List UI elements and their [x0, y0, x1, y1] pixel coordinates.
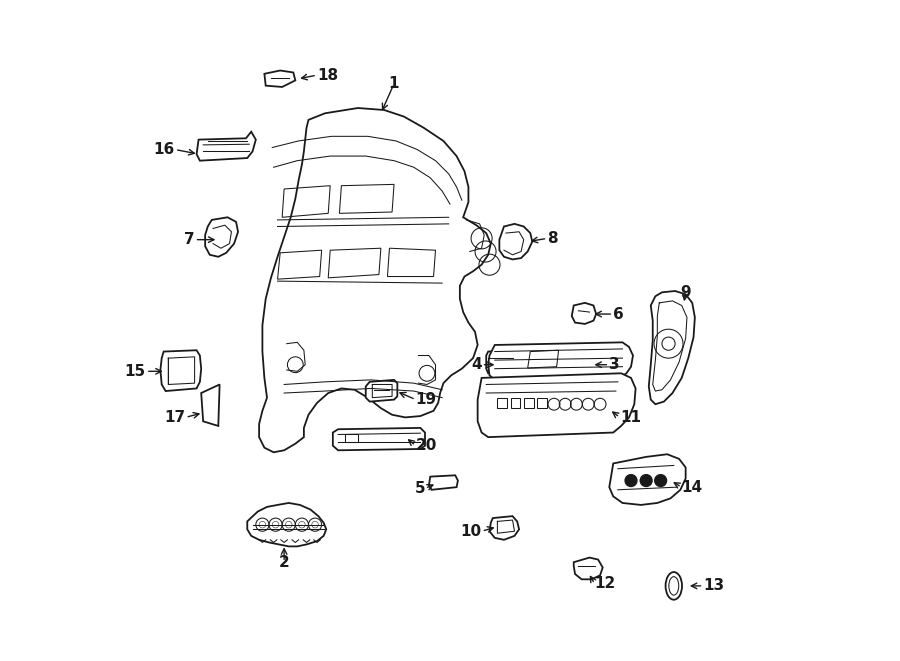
Text: 15: 15 — [125, 364, 146, 379]
Polygon shape — [333, 428, 425, 450]
Text: 17: 17 — [165, 410, 185, 425]
Polygon shape — [248, 503, 327, 547]
Polygon shape — [572, 303, 596, 324]
Polygon shape — [429, 475, 458, 490]
Text: 19: 19 — [416, 392, 436, 407]
Polygon shape — [486, 350, 515, 373]
Polygon shape — [649, 291, 695, 405]
Text: 8: 8 — [547, 231, 558, 246]
Circle shape — [640, 475, 652, 486]
Circle shape — [311, 522, 319, 528]
Text: 3: 3 — [609, 357, 620, 372]
Circle shape — [299, 522, 305, 528]
Polygon shape — [196, 132, 256, 161]
Text: 18: 18 — [317, 67, 338, 83]
Polygon shape — [488, 342, 633, 380]
Circle shape — [285, 522, 292, 528]
Polygon shape — [265, 71, 295, 87]
Polygon shape — [478, 373, 635, 437]
Text: 2: 2 — [279, 555, 290, 570]
Text: 11: 11 — [620, 410, 641, 425]
Circle shape — [273, 522, 279, 528]
Polygon shape — [205, 217, 239, 256]
Text: 7: 7 — [184, 232, 194, 247]
Text: 6: 6 — [613, 307, 624, 321]
Text: 4: 4 — [471, 357, 482, 372]
Circle shape — [654, 475, 667, 486]
Polygon shape — [490, 516, 519, 540]
Text: 12: 12 — [595, 576, 616, 592]
Text: 20: 20 — [416, 438, 437, 453]
Text: 16: 16 — [154, 142, 175, 157]
Text: 13: 13 — [704, 578, 725, 594]
Circle shape — [259, 522, 266, 528]
Text: 10: 10 — [461, 524, 482, 539]
Polygon shape — [202, 385, 220, 426]
Polygon shape — [365, 380, 397, 402]
Text: 5: 5 — [414, 481, 425, 496]
Text: 9: 9 — [680, 285, 691, 300]
Polygon shape — [573, 558, 603, 579]
Text: 1: 1 — [389, 76, 400, 91]
Circle shape — [626, 475, 637, 486]
Polygon shape — [609, 454, 686, 505]
Text: 14: 14 — [681, 480, 703, 494]
Polygon shape — [160, 350, 202, 391]
Polygon shape — [500, 224, 532, 259]
